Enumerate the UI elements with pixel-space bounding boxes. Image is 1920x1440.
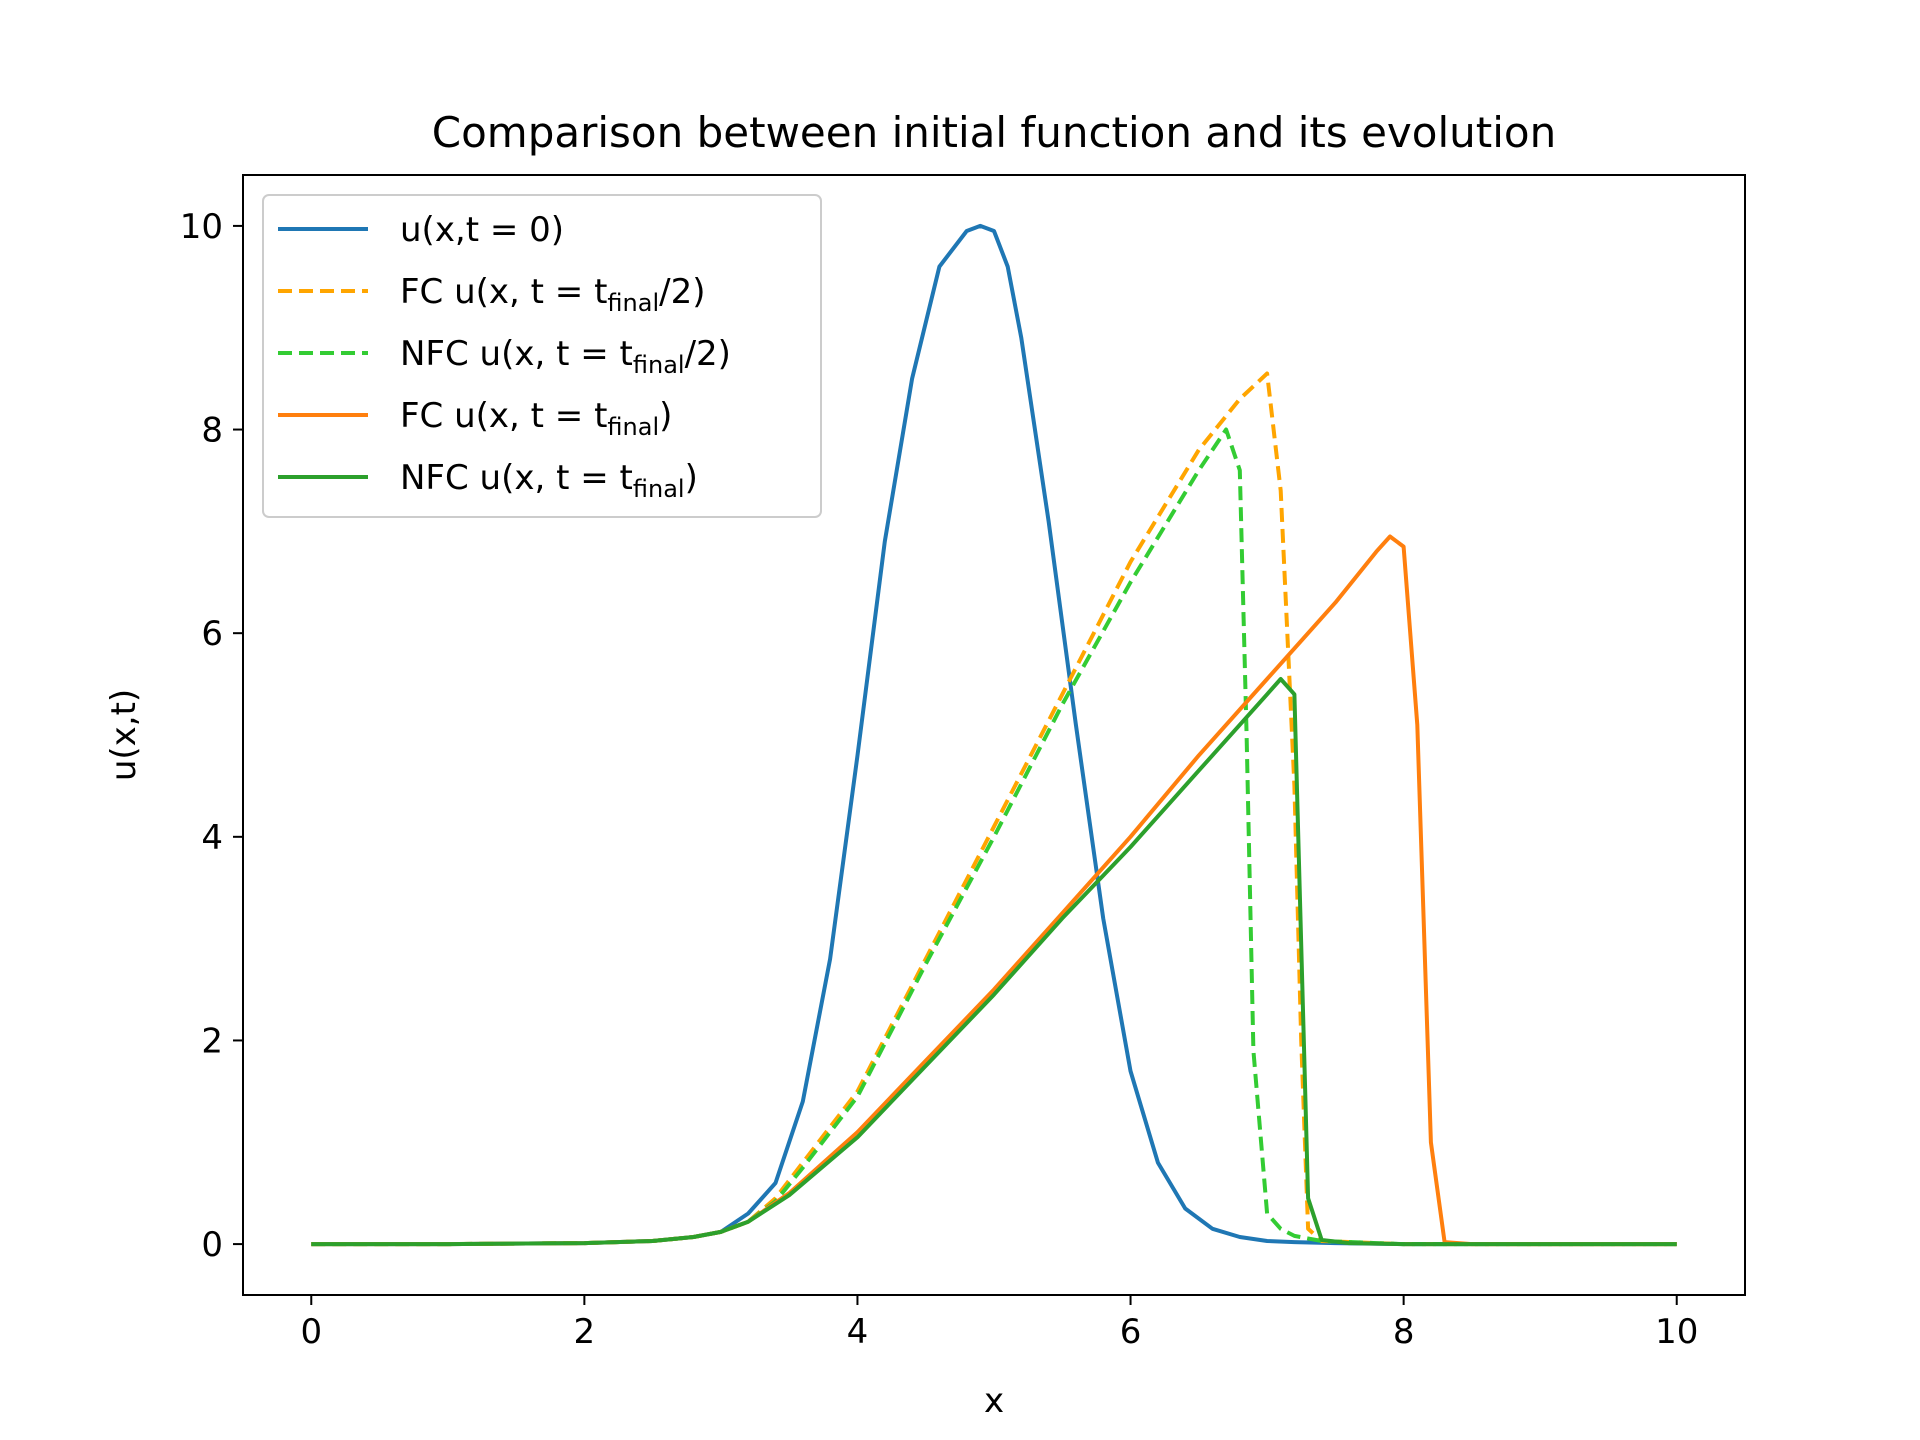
series-layer	[311, 223, 1677, 1247]
series-line-4	[311, 677, 1677, 1247]
x-tick-label: 2	[574, 1312, 596, 1352]
legend-label-suffix: /2)	[659, 272, 705, 312]
x-tick-label: 8	[1393, 1312, 1415, 1352]
legend-label-main: NFC u(x, t = t	[400, 458, 633, 498]
legend-label-main: FC u(x, t = t	[400, 396, 607, 436]
y-tick-label: 0	[201, 1225, 223, 1265]
x-tick-label: 6	[1120, 1312, 1142, 1352]
y-tick-label: 6	[201, 614, 223, 654]
legend-label-suffix: /2)	[685, 334, 731, 374]
legend-label-2: NFC u(x, t = tfinal/2)	[400, 334, 731, 379]
x-tick-label: 10	[1655, 1312, 1698, 1352]
x-tick-label: 4	[847, 1312, 869, 1352]
legend-label-main: FC u(x, t = t	[400, 272, 607, 312]
series-line-0	[311, 223, 1677, 1247]
y-axis-label: u(x,t)	[104, 689, 144, 781]
y-axis: 0 2 4 6 8 10	[180, 207, 243, 1265]
legend-label-subscript: final	[633, 475, 685, 503]
legend-label-main: u(x,t = 0)	[400, 210, 564, 250]
y-tick-label: 2	[201, 1021, 223, 1061]
y-tick-label: 10	[180, 207, 223, 247]
y-tick-label: 4	[201, 818, 223, 858]
x-tick-label: 0	[300, 1312, 322, 1352]
legend-label-suffix: )	[685, 458, 698, 498]
legend-label-3: FC u(x, t = tfinal)	[400, 396, 672, 441]
legend-label-0: u(x,t = 0)	[400, 210, 564, 250]
legend-label-suffix: )	[659, 396, 672, 436]
legend-label-main: NFC u(x, t = t	[400, 334, 633, 374]
legend-label-subscript: final	[633, 351, 685, 379]
plot-area	[311, 223, 1677, 1247]
legend: u(x,t = 0)FC u(x, t = tfinal/2)NFC u(x, …	[262, 194, 822, 518]
legend-label-subscript: final	[607, 289, 659, 317]
x-axis-label: x	[984, 1381, 1004, 1421]
legend-label-subscript: final	[607, 413, 659, 441]
legend-box	[262, 194, 822, 518]
chart-title: Comparison between initial function and …	[432, 108, 1556, 157]
plot-frame	[242, 174, 1746, 1296]
x-axis: 0 2 4 6 8 10	[300, 1295, 1698, 1352]
legend-label-4: NFC u(x, t = tfinal)	[400, 458, 698, 503]
legend-label-1: FC u(x, t = tfinal/2)	[400, 272, 705, 317]
y-tick-label: 8	[201, 411, 223, 451]
